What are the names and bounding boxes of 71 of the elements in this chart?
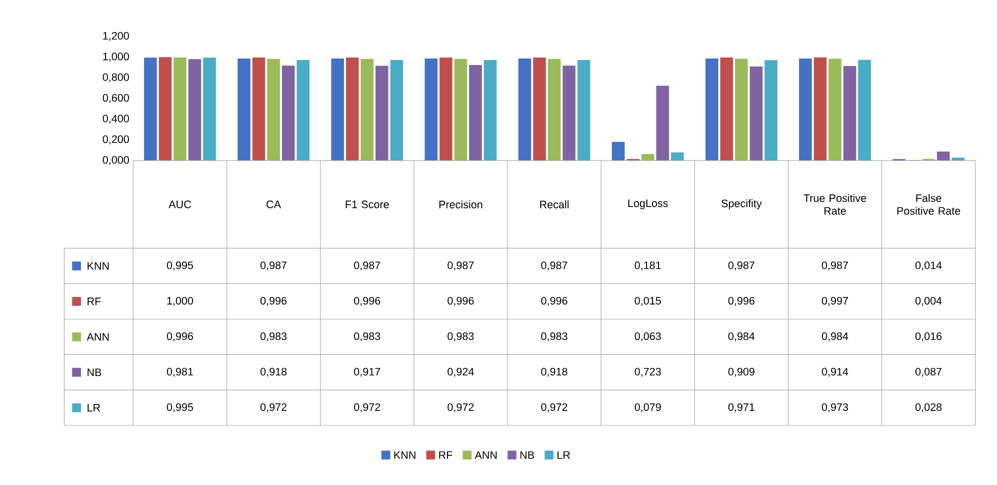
text: ANN [474, 452, 497, 459]
data-label: 0,972 [260, 404, 287, 412]
data-label: 0,996 [448, 297, 474, 306]
text: NB [520, 452, 534, 459]
data-label: 0,981 [166, 368, 193, 377]
data-label: 0,987 [260, 262, 287, 271]
legend-label: ANN [86, 333, 109, 341]
data-label: 0,079 [634, 404, 661, 412]
x-tick-label: False Positive Rate [897, 194, 960, 215]
x-tick-label: Specifity [722, 200, 762, 210]
data-label: 0,918 [541, 368, 568, 377]
data-label: 1,000 [167, 297, 194, 306]
y-tick-label: 1,200 [103, 32, 129, 42]
data-label: 0,181 [634, 262, 661, 271]
data-label: 0,984 [822, 332, 848, 342]
data-label: 0,987 [354, 262, 380, 271]
data-label: 0,983 [541, 332, 568, 342]
data-label: 0,972 [448, 404, 474, 412]
legend-label: NB [88, 368, 102, 376]
data-label: 0,917 [354, 368, 380, 377]
data-label: 0,004 [915, 297, 942, 306]
data-label: 0,987 [541, 262, 568, 271]
data-label: 0,063 [634, 332, 661, 342]
data-label: 0,995 [166, 404, 194, 412]
x-tick-label: LogLoss [628, 200, 668, 210]
text: RF [439, 452, 452, 459]
data-label: 0,984 [728, 332, 755, 342]
y-tick-label: 0,200 [102, 136, 129, 145]
data-label: 0,016 [915, 332, 942, 342]
data-label: 0,996 [354, 297, 380, 306]
x-tick-label: Precision [439, 200, 482, 209]
data-label: 0,987 [728, 262, 754, 271]
data-label: 0,987 [448, 262, 474, 271]
data-label: 0,015 [634, 297, 661, 306]
y-tick-label: 0,000 [102, 156, 129, 166]
data-label: 0,987 [822, 262, 848, 271]
text: LR [558, 452, 570, 459]
x-tick-label: CA [266, 200, 282, 208]
x-tick-label: True Positive Rate [804, 194, 866, 215]
legend-label: RF [88, 298, 101, 306]
data-label: 0,996 [728, 297, 754, 306]
data-label: 0,972 [541, 404, 568, 412]
legend-label: LR [88, 404, 100, 412]
y-tick-label: 0,800 [102, 74, 129, 82]
data-label: 0,014 [915, 262, 942, 271]
x-tick-label: AUC [168, 200, 191, 208]
x-tick-label: F1 Score [346, 200, 389, 208]
y-tick-label: 1,000 [103, 52, 129, 62]
y-tick-label: 0,600 [102, 94, 129, 104]
data-label: 0,028 [915, 404, 942, 412]
data-label: 0,924 [448, 368, 474, 377]
data-label: 0,996 [166, 332, 194, 342]
data-label: 0,983 [448, 332, 474, 342]
data-label: 0,973 [822, 404, 848, 412]
data-label: 0,087 [915, 368, 942, 377]
text: KNN [394, 452, 416, 459]
data-label: 0,971 [728, 404, 754, 412]
data-label: 0,996 [541, 297, 568, 306]
data-label: 0,723 [634, 368, 661, 377]
data-label: 0,996 [260, 297, 287, 306]
data-label: 0,909 [728, 368, 754, 377]
y-tick-label: 0,400 [102, 114, 129, 124]
data-label: 0,983 [354, 332, 380, 342]
data-label: 0,918 [260, 368, 287, 377]
data-label: 0,983 [260, 332, 287, 342]
data-label: 0,995 [166, 262, 194, 271]
data-label: 0,997 [822, 297, 848, 306]
x-tick-label: Recall [540, 200, 569, 209]
legend-label: KNN [88, 262, 109, 270]
data-label: 0,972 [354, 404, 380, 412]
data-label: 0,914 [822, 368, 848, 377]
